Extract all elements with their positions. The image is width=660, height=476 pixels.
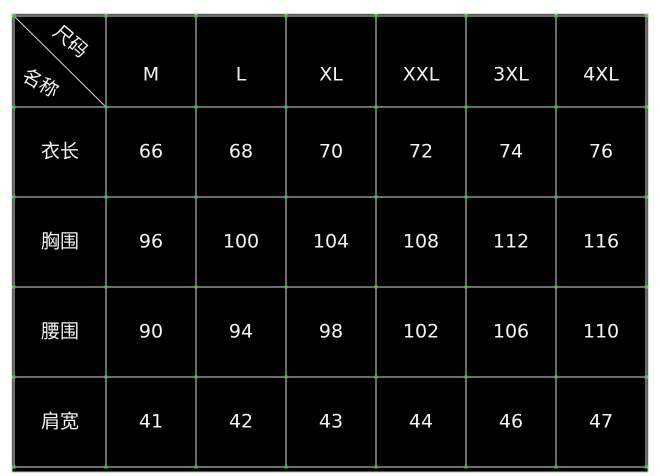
cell-value: 98 xyxy=(319,321,343,343)
grid-node xyxy=(104,285,108,289)
cell-value: 74 xyxy=(499,141,523,163)
cell-value: 100 xyxy=(223,231,259,253)
row-header: 胸围 xyxy=(41,231,79,253)
grid-node xyxy=(554,375,558,379)
cell-value: 44 xyxy=(409,411,433,433)
cell-value: 46 xyxy=(499,411,523,433)
cell-value: 108 xyxy=(403,231,439,253)
cell-value: 72 xyxy=(409,141,433,163)
grid-node xyxy=(284,105,288,109)
grid-node xyxy=(12,195,16,199)
cell-value: 66 xyxy=(139,141,163,163)
column-header: XL xyxy=(319,64,343,86)
grid-node xyxy=(374,465,378,469)
grid-node xyxy=(554,105,558,109)
cell-value: 41 xyxy=(139,411,163,433)
grid-node xyxy=(644,465,648,469)
grid-node xyxy=(104,375,108,379)
grid-node xyxy=(554,195,558,199)
grid-node xyxy=(12,14,16,18)
grid-node xyxy=(104,195,108,199)
grid-node xyxy=(554,14,558,18)
grid-node xyxy=(104,465,108,469)
grid-node xyxy=(374,285,378,289)
grid-node xyxy=(12,375,16,379)
grid-node xyxy=(104,105,108,109)
grid-node xyxy=(464,375,468,379)
grid-node xyxy=(284,285,288,289)
column-header: 4XL xyxy=(583,64,619,86)
table-background xyxy=(11,13,649,473)
cell-value: 43 xyxy=(319,411,343,433)
cell-value: 104 xyxy=(313,231,349,253)
column-header: 3XL xyxy=(493,64,529,86)
column-header: M xyxy=(143,64,159,86)
grid-node xyxy=(644,375,648,379)
grid-node xyxy=(284,195,288,199)
cell-value: 76 xyxy=(589,141,613,163)
grid-node xyxy=(284,14,288,18)
cell-value: 68 xyxy=(229,141,253,163)
grid-node xyxy=(374,105,378,109)
grid-node xyxy=(194,465,198,469)
grid-node xyxy=(12,465,16,469)
grid-node xyxy=(464,14,468,18)
grid-node xyxy=(464,285,468,289)
grid-node xyxy=(12,105,16,109)
cell-value: 106 xyxy=(493,321,529,343)
column-header: L xyxy=(236,64,247,86)
row-header: 肩宽 xyxy=(41,411,79,433)
grid-node xyxy=(374,195,378,199)
cell-value: 102 xyxy=(403,321,439,343)
grid-node xyxy=(644,14,648,18)
cell-value: 47 xyxy=(589,411,613,433)
grid-node xyxy=(644,105,648,109)
grid-node xyxy=(284,375,288,379)
grid-node xyxy=(464,105,468,109)
grid-node xyxy=(194,105,198,109)
cell-value: 42 xyxy=(229,411,253,433)
grid-node xyxy=(554,465,558,469)
cell-value: 112 xyxy=(493,231,529,253)
grid-node xyxy=(12,285,16,289)
grid-node xyxy=(374,14,378,18)
row-header: 衣长 xyxy=(41,141,79,163)
grid-node xyxy=(194,285,198,289)
row-header: 腰围 xyxy=(41,321,79,343)
cell-value: 70 xyxy=(319,141,343,163)
grid-node xyxy=(284,465,288,469)
cell-value: 116 xyxy=(583,231,619,253)
grid-node xyxy=(194,14,198,18)
cell-value: 90 xyxy=(139,321,163,343)
grid-node xyxy=(554,285,558,289)
grid-node xyxy=(194,195,198,199)
grid-node xyxy=(644,195,648,199)
grid-node xyxy=(464,195,468,199)
grid-node xyxy=(644,285,648,289)
grid-node xyxy=(374,375,378,379)
cell-value: 110 xyxy=(583,321,619,343)
cell-value: 94 xyxy=(229,321,253,343)
grid-node xyxy=(104,14,108,18)
corner-diagonal xyxy=(13,15,107,108)
column-header: XXL xyxy=(403,64,440,86)
grid-node xyxy=(194,375,198,379)
grid-node xyxy=(464,465,468,469)
cell-value: 96 xyxy=(139,231,163,253)
